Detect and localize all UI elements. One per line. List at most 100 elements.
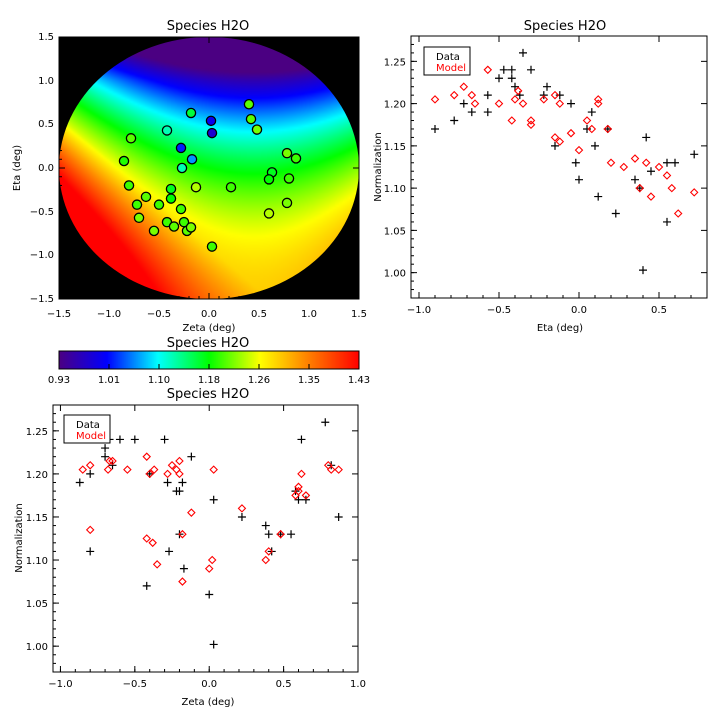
model-point-diamond: [178, 577, 187, 586]
y-tick-label: 1.05: [384, 226, 406, 237]
data-point-plus: [334, 512, 343, 521]
model-point-diamond: [103, 465, 113, 474]
map-color-field: [59, 37, 359, 299]
map-point: [168, 221, 180, 232]
data-point-plus: [163, 478, 172, 487]
map-point: [263, 174, 275, 185]
map-y-tick-labels: −1.5 −1.0 −0.5 0.0 0.5 1.0 1.5: [30, 32, 54, 305]
map-point: [281, 197, 293, 209]
data-point-plus: [567, 99, 575, 108]
map-point: [205, 115, 217, 127]
map-panel: Species H2O −1.5 −1.0 −0.5 0.0 0.5 1.0 1…: [12, 19, 367, 334]
eta-legend-model: Model: [436, 63, 466, 74]
eta-legend-data: Data: [436, 52, 460, 63]
data-point-plus: [635, 184, 644, 193]
model-point-diamond: [152, 560, 162, 569]
map-point: [133, 212, 145, 224]
model-point-diamond: [513, 86, 523, 96]
model-point-diamond: [449, 90, 459, 100]
data-point-plus: [297, 435, 306, 444]
map-y-tick-label: 1.5: [38, 32, 54, 43]
model-point-diamond: [582, 116, 592, 125]
model-point-diamond: [105, 456, 114, 466]
map-point: [175, 142, 187, 154]
data-point-plus: [179, 564, 188, 573]
zeta-plot-frame: [52, 404, 359, 673]
model-point-diamond: [510, 95, 520, 104]
model-point-diamond: [334, 465, 343, 474]
zeta-legend-data: Data: [76, 420, 100, 431]
y-tick-label: 1.00: [26, 642, 48, 653]
data-point-plus: [431, 124, 439, 133]
model-point-diamond: [276, 529, 285, 539]
model-point-diamond: [593, 99, 603, 108]
map-point: [290, 153, 302, 164]
model-point-diamond: [301, 491, 311, 500]
map-point: [165, 183, 177, 195]
model-point-diamond: [297, 469, 306, 479]
y-tick-label: 1.20: [384, 100, 406, 111]
model-point-diamond: [264, 547, 274, 556]
model-point-diamond: [689, 188, 699, 197]
data-point-plus: [642, 133, 651, 142]
model-point-diamond: [603, 124, 613, 134]
y-tick-label: 1.00: [384, 269, 406, 280]
data-point-plus: [301, 495, 310, 504]
model-point-diamond: [142, 534, 152, 543]
data-point-plus: [499, 65, 508, 74]
map-x-tick-label: 1.0: [301, 309, 317, 320]
eta-plot-frame: [410, 35, 708, 299]
model-point-diamond: [667, 183, 677, 193]
model-point-diamond: [78, 465, 88, 474]
x-tick-label: 0.0: [571, 305, 587, 316]
map-point: [125, 133, 137, 144]
colorbar-tick-label: 1.10: [148, 375, 170, 386]
data-point-plus: [467, 108, 476, 117]
map-title: Species H2O: [167, 19, 249, 34]
data-point-plus: [145, 469, 154, 478]
data-point-plus: [86, 547, 95, 556]
map-point: [245, 113, 257, 125]
x-tick-label: −0.5: [123, 679, 147, 690]
model-point-diamond: [587, 124, 597, 134]
zeta-scatter-panel: Species H2O −1.0 −0.5 0.0 0.5 1.0 1.00 1.05 1.1…: [14, 387, 366, 708]
model-point-diamond: [555, 137, 565, 146]
model-point-diamond: [108, 456, 117, 466]
map-point: [140, 191, 152, 203]
y-tick-label: 1.10: [26, 556, 48, 567]
map-point: [281, 147, 293, 159]
data-point-plus: [287, 530, 296, 539]
data-point-plus: [261, 521, 270, 530]
data-point-plus: [527, 65, 535, 74]
model-point-diamond: [494, 99, 504, 108]
model-point-diamond: [209, 465, 218, 474]
data-point-plus: [101, 452, 110, 461]
data-point-plus: [639, 266, 647, 275]
y-tick-label: 1.15: [26, 513, 48, 524]
model-point-diamond: [467, 90, 477, 100]
map-x-tick-label: −1.0: [97, 309, 121, 320]
map-point: [243, 98, 255, 110]
model-point-diamond: [555, 99, 565, 108]
data-point-plus: [571, 158, 580, 167]
model-point-diamond: [630, 154, 640, 163]
data-point-plus: [663, 217, 671, 226]
colorbar-tick-label: 1.43: [348, 375, 370, 386]
eta-plot-x-axis-label: Eta (deg): [537, 323, 583, 334]
data-point-plus: [178, 478, 187, 487]
zeta-plot-legend: Data Model: [63, 414, 111, 444]
model-point-diamond: [550, 133, 560, 142]
model-point-diamond: [526, 120, 536, 130]
map-point: [206, 127, 218, 139]
data-point-plus: [75, 478, 84, 487]
map-point: [185, 222, 197, 233]
data-point-plus: [671, 158, 679, 167]
data-point-plus: [495, 74, 503, 83]
colorbar-title: Species H2O: [167, 336, 249, 351]
map-y-tick-label: 0.5: [38, 119, 54, 130]
model-point-diamond: [646, 192, 656, 201]
zeta-plot-points: [75, 418, 343, 649]
eta-plot-y-axis-label: Normalization: [373, 132, 384, 202]
data-point-plus: [108, 461, 117, 470]
data-point-plus: [142, 581, 151, 590]
